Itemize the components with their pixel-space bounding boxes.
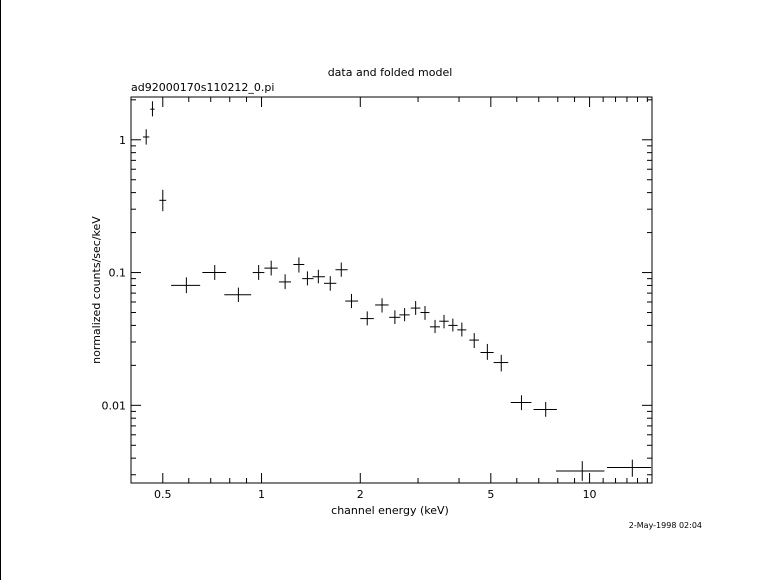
- chart-subtitle: ad92000170s110212_0.pi: [131, 81, 274, 94]
- data-point: [302, 271, 314, 286]
- y-axis-label: normalized counts/sec/keV: [90, 216, 103, 364]
- y-tick-label: 0.1: [109, 267, 127, 280]
- data-point: [345, 293, 359, 309]
- data-point: [159, 189, 167, 212]
- plot-frame: [130, 96, 653, 484]
- y-axis-tick-labels: 0.01 0.1 1: [102, 134, 127, 413]
- data-point: [142, 129, 150, 145]
- data-point: [150, 101, 155, 117]
- timestamp: 2-May-1998 02:04: [629, 521, 702, 530]
- data-point: [323, 276, 337, 291]
- data-point: [252, 264, 265, 280]
- x-tick-label: 1: [258, 488, 265, 501]
- x-axis-ticks: [130, 97, 648, 483]
- data-point: [606, 459, 652, 477]
- data-point: [224, 287, 252, 303]
- x-tick-label: 10: [583, 488, 597, 501]
- x-axis-label: channel energy (keV): [331, 504, 449, 517]
- data-point: [493, 354, 509, 372]
- data-point: [171, 277, 201, 294]
- data-point: [293, 257, 305, 273]
- data-point: [264, 260, 278, 276]
- x-tick-label: 0.5: [154, 488, 172, 501]
- y-tick-label: 1: [119, 134, 126, 147]
- data-point: [335, 262, 348, 277]
- data-point: [375, 298, 389, 313]
- data-point: [312, 269, 325, 284]
- y-axis-ticks: [131, 99, 652, 476]
- x-tick-label: 5: [487, 488, 494, 501]
- data-point: [399, 308, 410, 322]
- data-point: [202, 264, 227, 280]
- data-point: [410, 301, 421, 315]
- data-point: [533, 401, 557, 417]
- data-point: [429, 319, 441, 334]
- data-point: [420, 305, 430, 320]
- data-point: [360, 311, 374, 326]
- data-point: [510, 395, 532, 411]
- data-point: [278, 274, 292, 290]
- data-point: [457, 322, 467, 337]
- data-point: [555, 461, 605, 481]
- data-point: [439, 314, 449, 329]
- data-point: [480, 343, 494, 360]
- data-point: [389, 310, 401, 324]
- y-tick-label: 0.01: [102, 399, 127, 412]
- x-tick-label: 2: [357, 488, 364, 501]
- chart-title: data and folded model: [328, 66, 453, 79]
- data-point: [448, 318, 458, 332]
- data-point: [469, 333, 479, 349]
- x-axis-tick-labels: 0.5 1 2 5 10: [154, 488, 597, 501]
- data-points: [142, 101, 652, 481]
